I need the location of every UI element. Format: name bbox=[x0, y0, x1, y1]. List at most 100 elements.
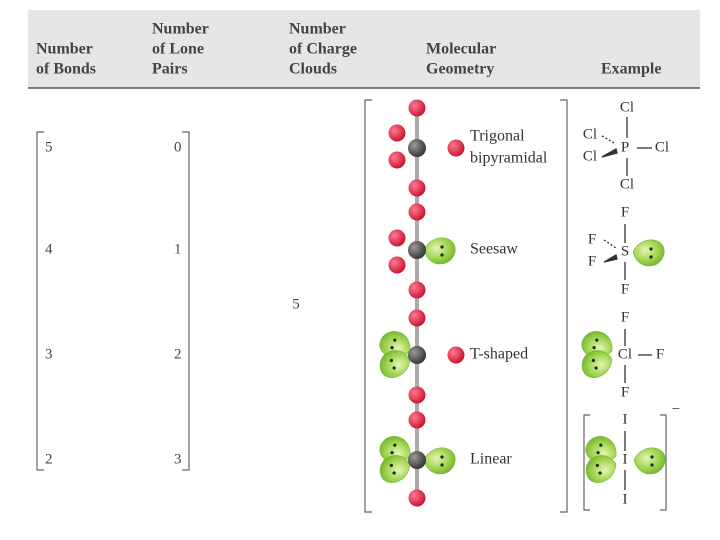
lobe-dot bbox=[591, 358, 595, 363]
lone-pairs-cell: 2 bbox=[174, 346, 182, 362]
example-ligand: Cl bbox=[583, 126, 597, 142]
charge-clouds-cell: 5 bbox=[292, 296, 300, 312]
lobe-shape bbox=[423, 447, 456, 475]
ligand-atom bbox=[408, 203, 426, 221]
lobe-dot bbox=[650, 463, 654, 467]
central-atom bbox=[408, 139, 426, 157]
lobe-dot bbox=[596, 451, 600, 455]
column-header: Number bbox=[36, 41, 93, 58]
column-header: of Charge bbox=[289, 41, 357, 58]
lobe-dot bbox=[598, 471, 602, 475]
example-ligand: F bbox=[621, 204, 629, 220]
lobe-dot bbox=[440, 463, 444, 467]
column-header: Clouds bbox=[289, 61, 337, 78]
lobe-shape bbox=[633, 447, 666, 475]
ligand-atom bbox=[408, 281, 426, 299]
ligand-atom bbox=[408, 179, 426, 197]
column-header: of Lone bbox=[152, 41, 204, 58]
example-ligand: Cl bbox=[620, 176, 634, 192]
lone-pair-lobe bbox=[581, 331, 613, 358]
lone-pairs-cell: 3 bbox=[174, 451, 182, 467]
lobe-dot bbox=[649, 255, 653, 259]
lobe-dot bbox=[390, 451, 394, 455]
lobe-shape bbox=[632, 239, 665, 267]
central-atom bbox=[408, 346, 426, 364]
lobe-shape bbox=[581, 350, 613, 378]
example-bonds bbox=[601, 117, 652, 490]
lobe-dot bbox=[599, 443, 603, 447]
header-band bbox=[28, 10, 700, 88]
lobe-dot bbox=[392, 366, 396, 370]
lobe-dot bbox=[390, 346, 394, 350]
column-header: Number bbox=[152, 21, 209, 38]
lone-pair-lobe bbox=[585, 436, 617, 463]
example-ligand: F bbox=[621, 309, 629, 325]
ligand-atom bbox=[408, 309, 426, 327]
bonds-cell: 3 bbox=[45, 346, 53, 362]
lobe-dot bbox=[440, 245, 444, 249]
column-header: of Bonds bbox=[36, 61, 96, 78]
geometry-label: bipyramidal bbox=[470, 150, 548, 167]
lobe-shape bbox=[379, 350, 411, 378]
lone-pair-lobe bbox=[379, 350, 411, 378]
example-ligand: I bbox=[623, 411, 628, 427]
example-ligand: F bbox=[588, 253, 596, 269]
ligand-atom bbox=[447, 139, 465, 157]
lobe-dot bbox=[649, 247, 653, 251]
lone-pair-lobe bbox=[423, 237, 456, 265]
lobe-dot bbox=[650, 455, 654, 459]
example-central-atom: P bbox=[621, 139, 629, 155]
example-ligand: F bbox=[588, 231, 596, 247]
example-central-atom: S bbox=[621, 243, 629, 259]
lone-pair-lobe bbox=[581, 350, 613, 378]
lone-pair-lobe bbox=[423, 447, 456, 475]
central-atom bbox=[408, 451, 426, 469]
lone-pair-lobe bbox=[379, 455, 411, 483]
central-atom bbox=[408, 241, 426, 259]
bonds-cell: 4 bbox=[45, 241, 53, 257]
lobe-dot bbox=[595, 463, 599, 468]
lone-pair-lobe bbox=[585, 455, 617, 483]
geometry-label: Seesaw bbox=[470, 241, 518, 258]
lone-pair-lobe bbox=[633, 447, 666, 475]
example-ligand: Cl bbox=[620, 99, 634, 115]
ligand-atom bbox=[408, 489, 426, 507]
bonds-cell: 5 bbox=[45, 139, 53, 155]
lobe-dot bbox=[393, 443, 397, 447]
example-ligand: I bbox=[623, 491, 628, 507]
ligand-atom bbox=[408, 99, 426, 117]
bonds-cell: 2 bbox=[45, 451, 53, 467]
ligand-atom bbox=[388, 151, 406, 169]
geometry-label: Trigonal bbox=[470, 128, 525, 145]
lobe-shape bbox=[585, 455, 617, 483]
lobe-dot bbox=[393, 338, 397, 342]
column-header: Molecular bbox=[426, 41, 496, 58]
example-central-atom: Cl bbox=[618, 346, 632, 362]
ligand-atom bbox=[388, 229, 406, 247]
ligand-atom bbox=[408, 386, 426, 404]
lone-pairs-cell: 0 bbox=[174, 139, 182, 155]
lone-pairs-cell: 1 bbox=[174, 241, 182, 257]
example-ligand: F bbox=[621, 281, 629, 297]
lobe-dot bbox=[440, 455, 444, 459]
ligand-atom bbox=[388, 124, 406, 142]
lobe-dot bbox=[595, 338, 599, 342]
example-ligand: F bbox=[621, 384, 629, 400]
column-header: Example bbox=[601, 61, 661, 78]
lone-pair-lobe bbox=[632, 239, 665, 267]
ligand-atom bbox=[447, 346, 465, 364]
example-central-atom: I bbox=[623, 451, 628, 467]
example-ligand: Cl bbox=[583, 148, 597, 164]
brackets bbox=[36, 99, 667, 513]
example-ligand: F bbox=[656, 346, 664, 362]
lobe-dot bbox=[389, 358, 393, 363]
column-header: Number bbox=[289, 21, 346, 38]
ligand-atom bbox=[388, 256, 406, 274]
example-ligand: Cl bbox=[655, 139, 669, 155]
example-charge: − bbox=[672, 401, 680, 417]
column-header: Geometry bbox=[426, 61, 494, 78]
lobe-dot bbox=[592, 346, 596, 350]
lobe-shape bbox=[423, 237, 456, 265]
lobe-shape bbox=[379, 455, 411, 483]
